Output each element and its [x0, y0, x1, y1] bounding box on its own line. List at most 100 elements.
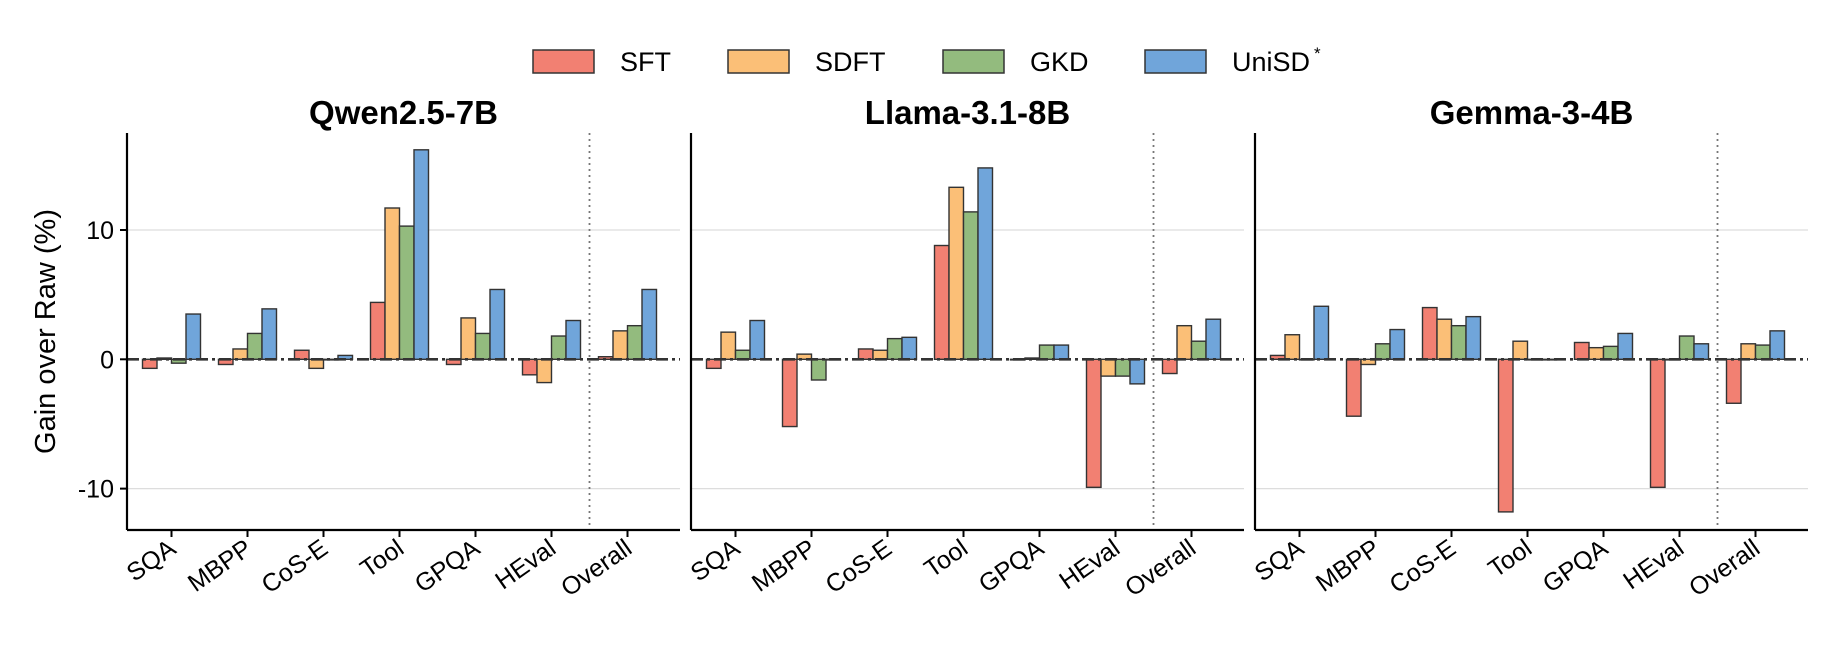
bar-sdft	[1588, 346, 1605, 361]
bar-sft	[1345, 358, 1362, 417]
bar-sft	[933, 244, 950, 361]
x-tick-label: GPQA	[410, 534, 486, 599]
x-tick-label: SQA	[122, 534, 182, 587]
bar-sft	[1573, 341, 1590, 361]
bar-sdft	[720, 331, 737, 361]
bar-sdft	[948, 186, 965, 361]
bar-unisd	[1129, 358, 1146, 385]
bar-unisd	[641, 288, 658, 361]
y-tick-label: -10	[78, 476, 114, 504]
legend-item-unisd: UniSD *	[1144, 44, 1321, 77]
x-tick-label: GPQA	[974, 534, 1050, 599]
bar-unisd	[1313, 305, 1330, 361]
legend-label-unisd: UniSD *	[1232, 44, 1321, 77]
x-tick-label: CoS-E	[821, 534, 897, 599]
bar-sdft	[1100, 358, 1117, 377]
x-tick-label: CoS-E	[257, 534, 333, 599]
legend-swatch-sdft	[727, 49, 790, 74]
bar-sft	[781, 358, 798, 428]
legend-swatch-sft	[532, 49, 595, 74]
bar-sdft	[460, 317, 477, 361]
bar-gkd	[474, 332, 491, 361]
bar-unisd	[1693, 343, 1710, 361]
bar-sdft	[1284, 334, 1301, 361]
bar-sdft	[796, 353, 813, 361]
bar-unisd	[749, 319, 766, 361]
x-tick-label: CoS-E	[1385, 534, 1461, 599]
bar-sdft	[232, 348, 249, 361]
bar-unisd	[1617, 332, 1634, 361]
x-tick-label: MBPP	[183, 534, 257, 598]
bar-sft	[1649, 358, 1666, 489]
bar-sdft	[1176, 324, 1193, 361]
x-tick-label: MBPP	[1311, 534, 1385, 598]
legend-item-sft: SFT	[532, 47, 671, 77]
x-tick-label: Overall	[1120, 534, 1201, 602]
panel-title: Gemma-3-4B	[1430, 94, 1634, 131]
bar-gkd	[398, 225, 415, 361]
bar-unisd	[901, 336, 918, 361]
panel-title: Qwen2.5-7B	[309, 94, 498, 131]
legend-item-sdft: SDFT	[727, 47, 886, 77]
bar-sdft	[1436, 318, 1453, 361]
bar-sdft	[1512, 340, 1529, 361]
bar-sft	[1725, 358, 1742, 404]
bar-sft	[705, 358, 722, 370]
bar-sdft	[384, 207, 401, 361]
bar-sft	[293, 349, 310, 361]
bar-sft	[1497, 358, 1514, 513]
bar-gkd	[810, 358, 827, 381]
bar-sft	[1085, 358, 1102, 489]
legend: SFT SDFT GKD UniSD *	[532, 44, 1321, 77]
bar-unisd	[1205, 318, 1222, 361]
bar-gkd	[734, 349, 751, 361]
bar-unisd	[489, 288, 506, 361]
bar-unisd	[565, 319, 582, 361]
bar-sft	[1161, 358, 1178, 375]
bar-unisd	[261, 308, 278, 361]
bar-gkd	[962, 211, 979, 361]
legend-label-gkd: GKD	[1030, 47, 1089, 77]
x-tick-label: HEval	[1054, 534, 1125, 595]
x-tick-label: MBPP	[747, 534, 821, 598]
bar-sft	[1421, 306, 1438, 361]
x-tick-label: Tool	[355, 534, 409, 583]
bar-unisd	[977, 167, 994, 361]
legend-label-sft: SFT	[620, 47, 671, 77]
bar-unisd	[1389, 328, 1406, 361]
bar-unisd	[185, 313, 202, 361]
x-tick-label: Overall	[556, 534, 637, 602]
legend-swatch-unisd	[1144, 49, 1207, 74]
x-tick-label: GPQA	[1538, 534, 1614, 599]
bar-gkd	[550, 335, 567, 361]
bar-gkd	[1190, 340, 1207, 361]
panel-1: Qwen2.5-7B -10 0 10 SQA MBPP CoS-E Tool GPQA HEva…	[78, 94, 680, 602]
bar-gkd	[1114, 358, 1131, 377]
x-tick-label: Tool	[919, 534, 973, 583]
bar-sdft	[536, 358, 553, 384]
bar-unisd	[1769, 330, 1786, 361]
bar-gkd	[246, 332, 263, 361]
panel-2: Llama-3.1-8B SQA MBPP CoS-E Tool GPQA HEvalOve…	[686, 94, 1244, 602]
bar-sdft	[1740, 343, 1757, 361]
bar-gkd	[1038, 344, 1055, 361]
bar-gkd	[1602, 345, 1619, 361]
bar-unisd	[413, 149, 430, 361]
x-tick-label: SQA	[686, 534, 746, 587]
bar-sdft	[872, 349, 889, 361]
bar-unisd	[1465, 315, 1482, 361]
panel-title: Llama-3.1-8B	[865, 94, 1070, 131]
bar-gkd	[1678, 335, 1695, 361]
bar-gkd	[1450, 324, 1467, 361]
bar-sft	[857, 348, 874, 361]
bar-sdft	[612, 330, 629, 361]
x-tick-label: SQA	[1250, 534, 1310, 587]
legend-item-gkd: GKD	[942, 47, 1089, 77]
bar-gkd	[626, 324, 643, 361]
bar-unisd	[1053, 344, 1070, 361]
y-axis-label: Gain over Raw (%)	[30, 209, 62, 454]
bar-sft	[141, 358, 158, 370]
panel-3: Gemma-3-4B SQA MBPP CoS-E Tool GPQA HEvalOvera…	[1250, 94, 1808, 602]
bar-sft	[521, 358, 538, 376]
